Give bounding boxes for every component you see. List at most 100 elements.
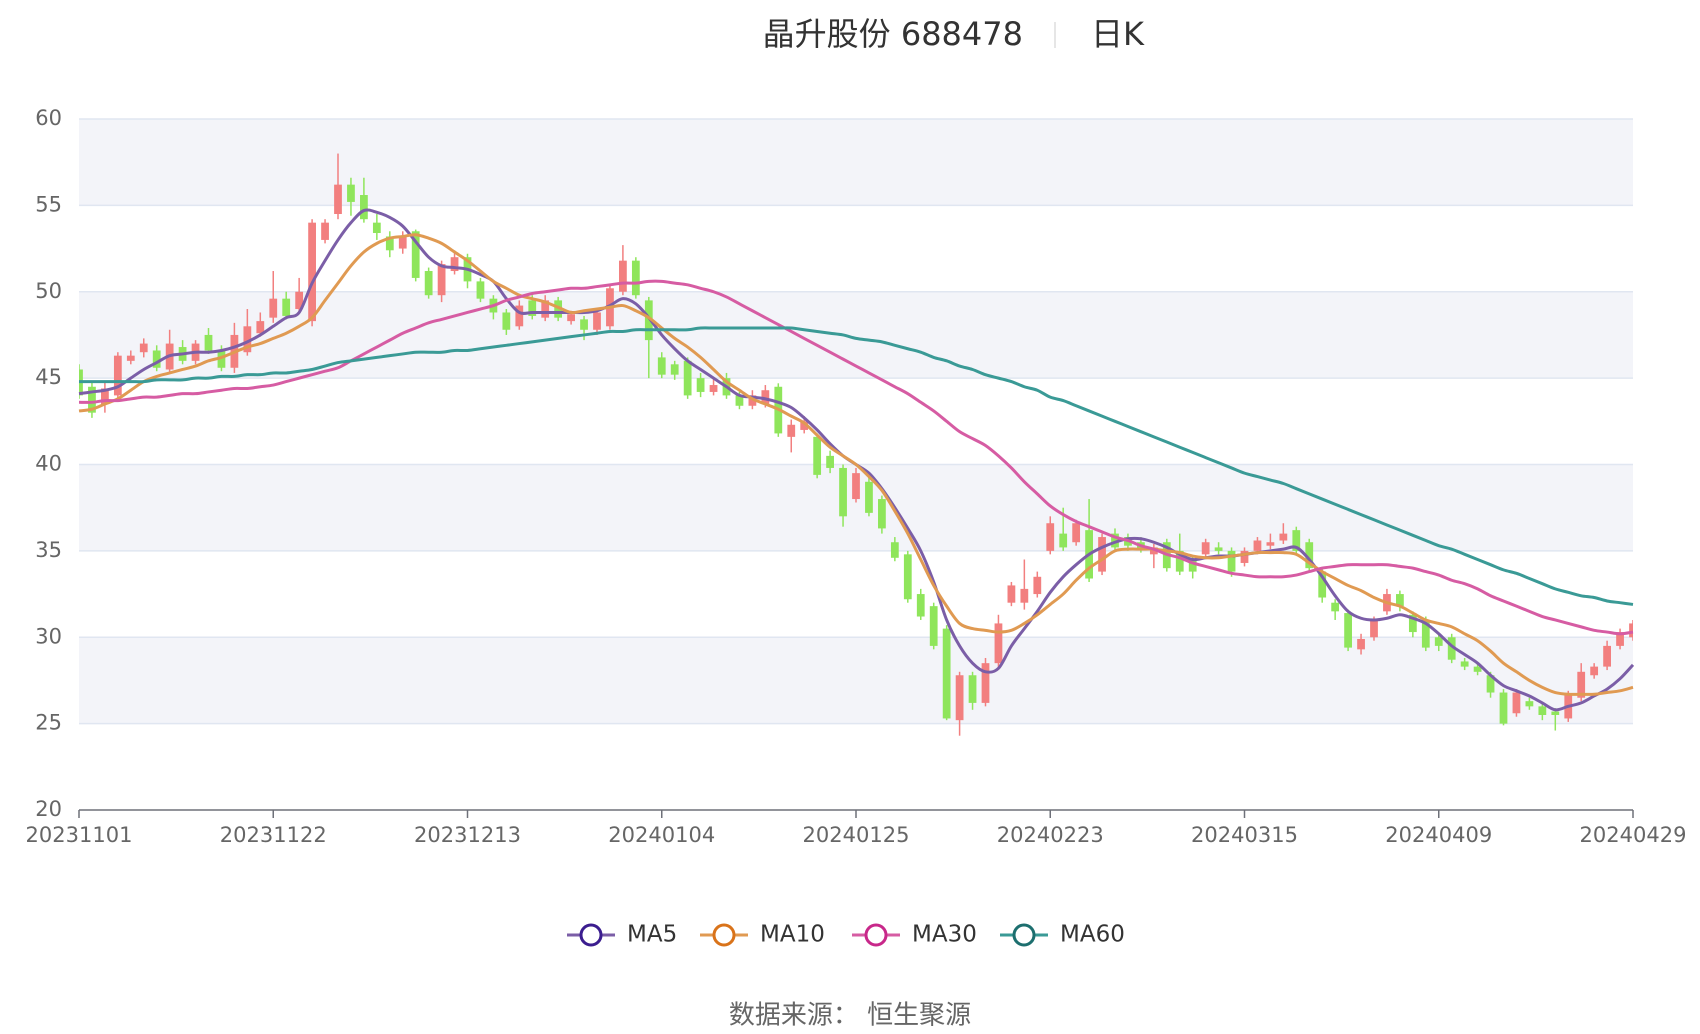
split-area <box>79 637 1633 724</box>
candle-body <box>1098 537 1106 572</box>
ma-line <box>78 208 1635 712</box>
candle-body <box>1590 666 1599 676</box>
y-tick-label: 50 <box>35 279 62 303</box>
candle-body <box>631 260 640 296</box>
candle-body <box>852 473 860 500</box>
candle-body <box>1279 533 1288 541</box>
candle-body <box>981 663 990 703</box>
candle-body <box>243 326 252 353</box>
y-tick-label: 60 <box>35 106 62 130</box>
candle-body <box>1253 540 1262 551</box>
x-tick-label: 20231122 <box>220 823 327 847</box>
x-tick-label: 20240125 <box>803 823 910 847</box>
candle-body <box>88 386 96 413</box>
legend-marker <box>864 923 888 947</box>
candle-body <box>1486 675 1495 693</box>
candle-body <box>1499 692 1508 724</box>
candle-body <box>295 291 304 310</box>
candle-body <box>567 314 575 322</box>
candle-body <box>942 628 951 719</box>
candle-body <box>929 606 938 646</box>
candle-body <box>735 395 744 406</box>
candle-body <box>1059 533 1068 548</box>
candle-body <box>580 319 588 330</box>
candle-body <box>541 300 550 318</box>
candle-body <box>1538 706 1547 715</box>
candle-body <box>126 355 135 361</box>
candle-body <box>994 623 1003 664</box>
x-tick-label: 20240104 <box>608 823 715 847</box>
candle-body <box>593 312 601 330</box>
candle-body <box>217 350 226 368</box>
candle-body <box>528 300 537 316</box>
candle-body <box>968 675 977 703</box>
candle-body <box>1318 571 1327 598</box>
legend-label: MA5 <box>627 922 677 948</box>
candle-body <box>360 195 368 220</box>
candle-body <box>1616 632 1624 646</box>
candle-body <box>657 357 666 375</box>
ma-line <box>78 326 1634 606</box>
candle-body <box>1473 666 1482 672</box>
y-tick-label: 40 <box>35 452 62 476</box>
candle-body <box>1201 542 1210 555</box>
candle-body <box>1175 550 1184 572</box>
candle-body <box>1460 661 1469 667</box>
plot-background <box>79 119 1633 724</box>
candle-body <box>955 675 964 721</box>
candle-body <box>1370 619 1378 638</box>
y-tick-label: 20 <box>35 797 62 821</box>
candle-body <box>1408 614 1417 633</box>
candle-body <box>670 364 679 375</box>
candles <box>79 153 1633 736</box>
legend-marker <box>712 923 736 947</box>
candle-body <box>204 334 213 351</box>
candle-body <box>916 594 925 617</box>
candle-body <box>709 385 718 392</box>
candle-body <box>748 395 757 406</box>
candle-body <box>865 481 873 513</box>
candle-body <box>269 298 278 318</box>
candle-body <box>800 421 809 430</box>
candle-body <box>1214 547 1223 551</box>
candle-body <box>683 360 692 396</box>
candle-body <box>1227 550 1236 572</box>
y-tick-label: 35 <box>35 538 62 562</box>
candle-body <box>256 321 265 334</box>
x-tick-label: 20240409 <box>1385 823 1492 847</box>
candle-body <box>334 184 342 215</box>
candle-body <box>1421 619 1430 648</box>
candle-body <box>761 390 770 405</box>
candle-body <box>554 300 563 318</box>
candle-body <box>1447 637 1456 660</box>
candle-body <box>1240 550 1249 563</box>
candle-body <box>1577 671 1586 698</box>
candle-body <box>476 281 485 299</box>
candle-body <box>1007 585 1016 603</box>
candle-body <box>308 222 316 322</box>
legend-label: MA10 <box>760 922 825 948</box>
candle-body <box>411 231 420 278</box>
candle-body <box>347 184 355 202</box>
candle-body <box>1149 547 1158 555</box>
candle-body <box>437 264 446 296</box>
x-tick-label: 20231213 <box>414 823 521 847</box>
chart-title: 晶升股份 688478 <box>763 15 1023 53</box>
legend-marker <box>579 923 603 947</box>
candle-body <box>696 378 705 392</box>
axes: 20 25 30 35 40 45 50 55 60 20231101 20231122 202312… <box>26 106 1687 847</box>
candle-body <box>1072 523 1081 543</box>
candle-body <box>1551 711 1560 715</box>
legend-label: MA30 <box>912 922 977 948</box>
legend-marker <box>1012 923 1036 947</box>
candle-body <box>890 542 899 558</box>
x-tick-label: 20240315 <box>1191 823 1298 847</box>
candle-body <box>1396 594 1404 607</box>
y-tick-label: 45 <box>35 365 62 389</box>
candle-body <box>139 343 148 353</box>
candle-body <box>826 455 834 468</box>
candle-body <box>1603 645 1611 667</box>
candle-body <box>282 298 291 316</box>
candle-body <box>1020 588 1029 603</box>
